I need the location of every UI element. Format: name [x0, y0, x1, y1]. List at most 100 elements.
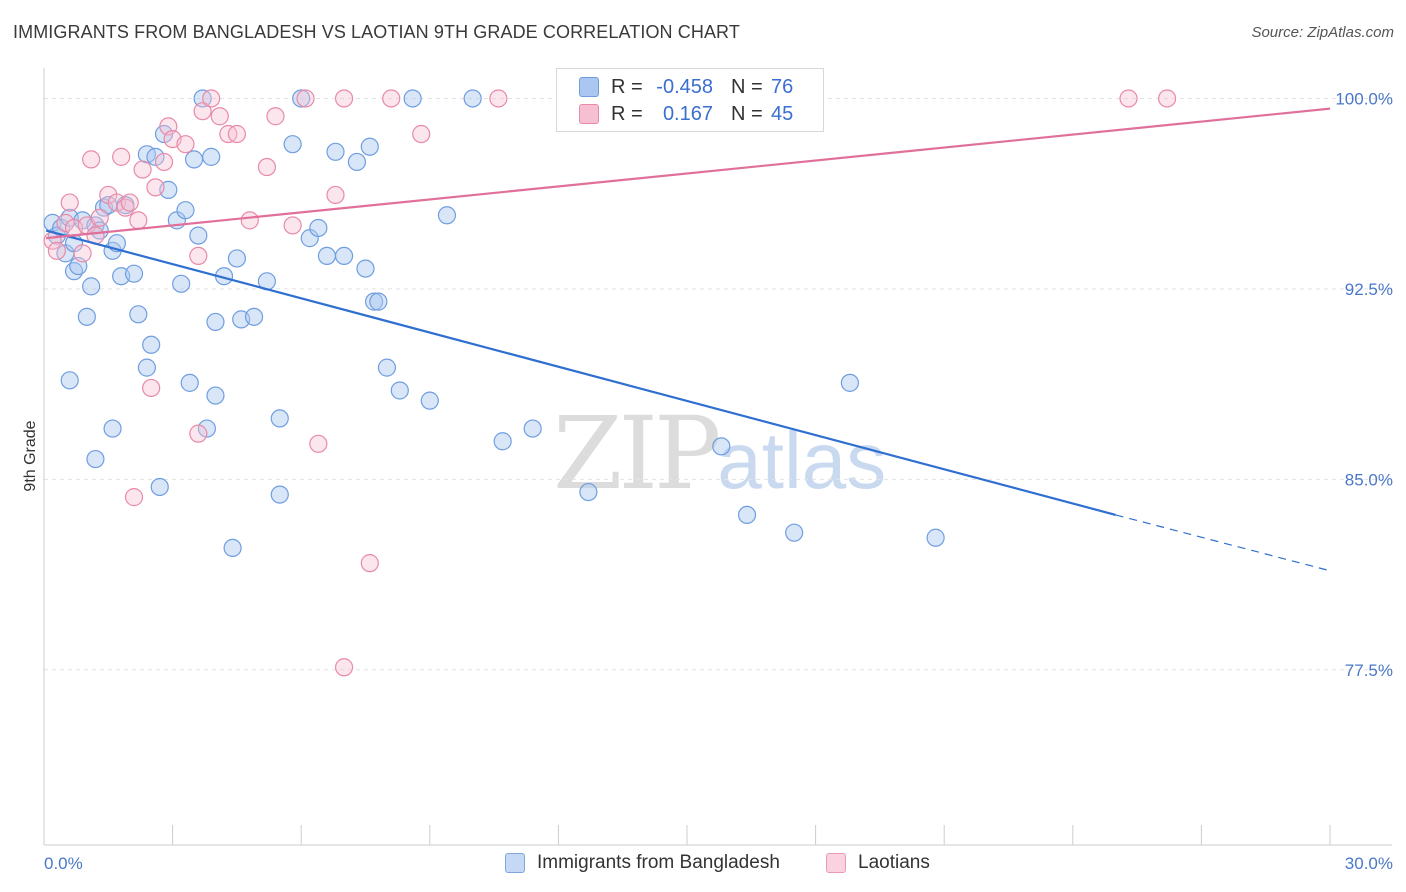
- laotian-point: [82, 150, 101, 169]
- laotian-point: [210, 107, 229, 126]
- laotian-point: [296, 89, 315, 108]
- laotian-point: [47, 241, 66, 260]
- laotian-point: [1119, 89, 1138, 108]
- bangladesh-point: [390, 381, 409, 400]
- bangladesh-point: [86, 449, 105, 469]
- legend-row-bangladesh: R = -0.458 N = 76: [579, 74, 793, 100]
- bangladesh-point: [292, 89, 311, 108]
- y-tick-label: 92.5%: [1345, 280, 1393, 299]
- laotian-point: [202, 89, 221, 108]
- laotian-point: [266, 107, 285, 126]
- laotian-point: [283, 216, 302, 235]
- bangladesh-point: [926, 528, 945, 547]
- bangladesh-point: [523, 419, 542, 438]
- laotian-point: [142, 378, 161, 398]
- bangladesh-point: [223, 538, 242, 558]
- laotian-point: [257, 157, 277, 177]
- laotian-point: [334, 658, 354, 677]
- laotian-point: [120, 193, 139, 212]
- bangladesh-point: [283, 135, 302, 154]
- correlation-legend: R = -0.458 N = 76 R = 0.167 N = 45: [556, 68, 824, 132]
- bottom-legend-laotians: Laotians: [826, 852, 930, 874]
- bangladesh-point: [737, 505, 757, 525]
- laotian-trendline: [46, 107, 1331, 240]
- bangladesh-point: [360, 137, 379, 156]
- laotian-point: [90, 208, 109, 227]
- laotian-point: [112, 147, 131, 166]
- bangladesh-point: [317, 246, 337, 266]
- bottom-legend-label-bangladesh: Immigrants from Bangladesh: [537, 852, 780, 873]
- bangladesh-point: [146, 147, 165, 166]
- bangladesh-point: [82, 277, 101, 296]
- laotian-point: [189, 424, 208, 443]
- laotian-point: [240, 211, 259, 230]
- laotian-point: [227, 124, 246, 144]
- legend-n-value: 76: [771, 75, 794, 98]
- bangladesh-point: [712, 437, 731, 456]
- bangladesh-point: [437, 206, 457, 225]
- bangladesh-point: [326, 142, 345, 161]
- x-tick-label: 30.0%: [1345, 854, 1393, 873]
- legend-r-label: R =: [611, 102, 643, 125]
- bottom-legend-bangladesh: Immigrants from Bangladesh: [505, 852, 780, 874]
- bangladesh-point: [202, 147, 221, 166]
- bangladesh-point: [60, 371, 79, 390]
- laotian-point: [124, 488, 144, 507]
- bangladesh-point: [579, 482, 598, 502]
- laotian-point: [193, 102, 212, 121]
- bangladesh-point: [334, 246, 354, 266]
- legend-r-label: R =: [611, 75, 643, 98]
- bangladesh-point: [184, 150, 204, 169]
- laotian-point: [176, 135, 195, 154]
- bangladesh-point: [103, 419, 122, 438]
- bangladesh-point: [356, 259, 375, 278]
- bangladesh-point: [124, 264, 144, 283]
- laotian-point: [129, 211, 148, 230]
- bangladesh-point: [244, 307, 264, 326]
- bangladesh-point: [270, 485, 289, 504]
- laotian-point: [489, 89, 508, 108]
- bangladesh-point: [197, 419, 216, 438]
- bangladesh-point: [840, 373, 859, 392]
- legend-n-label: N =: [731, 102, 763, 125]
- laotian-point: [334, 89, 354, 108]
- bangladesh-point: [189, 226, 208, 245]
- y-tick-label: 77.5%: [1345, 661, 1393, 680]
- laotian-point: [60, 193, 79, 212]
- laotian-point: [189, 246, 208, 266]
- bangladesh-point: [206, 312, 225, 332]
- laotian-point: [412, 124, 431, 144]
- bottom-legend-label-laotians: Laotians: [858, 852, 930, 873]
- laotian-point: [326, 185, 345, 205]
- laotian-point: [107, 193, 126, 212]
- y-tick-label: 85.0%: [1345, 470, 1393, 489]
- bangladesh-point: [420, 391, 439, 410]
- bangladesh-point: [463, 89, 482, 108]
- bangladesh-point: [180, 373, 199, 392]
- bottom-legend-swatch-laotians: [826, 853, 846, 873]
- x-tick-label: 0.0%: [44, 854, 83, 873]
- bangladesh-point: [493, 432, 512, 451]
- legend-swatch-bangladesh: [579, 77, 599, 97]
- bangladesh-point: [369, 292, 388, 311]
- bottom-legend-swatch-bangladesh: [505, 853, 525, 873]
- bangladesh-point: [270, 409, 289, 428]
- watermark-zip: ZIP: [553, 395, 721, 512]
- bangladesh-point: [77, 307, 96, 326]
- legend-n-value: 45: [771, 102, 794, 125]
- legend-row-laotians: R = 0.167 N = 45: [579, 101, 793, 127]
- laotian-point: [146, 178, 165, 197]
- source-label: Source: ZipAtlas.com: [1251, 24, 1394, 41]
- legend-r-value: 0.167: [662, 102, 713, 125]
- bangladesh-trendline: [45, 229, 1116, 516]
- bangladesh-point: [206, 386, 225, 405]
- legend-swatch-laotians: [579, 104, 599, 124]
- bangladesh-point: [129, 305, 148, 324]
- bangladesh-point: [172, 274, 191, 293]
- bangladesh-point: [309, 218, 328, 238]
- legend-r-value: -0.458: [656, 75, 713, 98]
- bangladesh-point: [785, 523, 804, 542]
- bangladesh-point: [142, 335, 161, 354]
- bangladesh-point: [364, 292, 384, 311]
- y-tick-label: 100.0%: [1335, 89, 1393, 108]
